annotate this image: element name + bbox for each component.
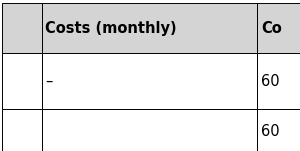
Bar <box>257 3 300 53</box>
Bar <box>257 109 300 151</box>
Text: 60: 60 <box>261 124 280 139</box>
Bar <box>2 53 42 109</box>
Bar <box>2 109 42 151</box>
Text: 60: 60 <box>261 74 280 88</box>
Bar <box>42 53 257 109</box>
Text: Co: Co <box>261 21 282 36</box>
Bar <box>257 53 300 109</box>
Text: –: – <box>45 74 52 88</box>
Bar <box>2 3 42 53</box>
Bar <box>42 3 257 53</box>
Bar <box>42 109 257 151</box>
Text: Costs (monthly): Costs (monthly) <box>45 21 177 36</box>
